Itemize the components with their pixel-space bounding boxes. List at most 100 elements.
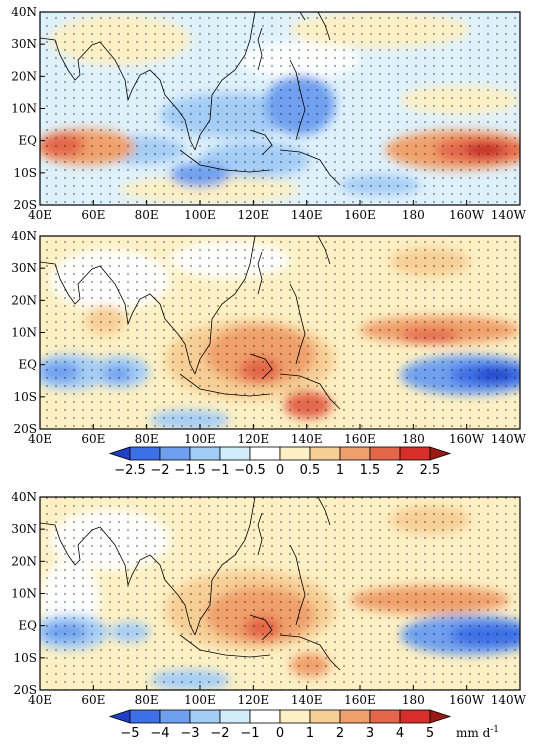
colorbar-tick-label: −3 (180, 726, 199, 741)
lon-tick-label: 160E (344, 432, 376, 446)
lon-tick-label: 120E (237, 432, 269, 446)
lon-tick-label: 140W (491, 208, 527, 222)
lon-tick-label: 140E (291, 432, 323, 446)
colorbar-tick-label: 2 (396, 463, 404, 478)
lat-tick-label: 20N (11, 293, 37, 307)
lon-tick-label: 80E (135, 432, 159, 446)
colorbar-box (129, 446, 161, 461)
lat-tick-label: 10S (14, 166, 38, 180)
colorbar-box (219, 446, 251, 461)
lon-tick-label: 160W (449, 208, 485, 222)
lat-tick-label: 10N (11, 326, 37, 340)
colorbar-tick-label: 1.5 (360, 463, 381, 478)
colorbar-box (339, 709, 371, 724)
lat-tick-label: 10S (14, 390, 38, 404)
colorbar-tick-label: 1 (336, 463, 344, 478)
lat-tick-label: 40N (11, 490, 37, 504)
lat-tick-label: 40N (11, 5, 37, 19)
lon-tick-label: 40E (28, 693, 52, 707)
lat-tick-label: 20S (14, 683, 38, 697)
lon-tick-label: 80E (135, 208, 159, 222)
colorbar-tick-label: −2 (210, 726, 229, 741)
colorbar-tick-label: 4 (396, 726, 404, 741)
colorbar-unit: mm d-1 (456, 725, 499, 740)
lon-tick-label: 100E (184, 432, 216, 446)
colorbar-min-triangle (108, 446, 131, 461)
lon-tick-label: 160W (449, 693, 485, 707)
colorbar-tick-label: 5 (426, 726, 434, 741)
colorbar-box (249, 709, 281, 724)
colorbar-box (159, 709, 191, 724)
lon-tick-label: 160E (344, 693, 376, 707)
colorbar-max-triangle (429, 446, 452, 461)
coastline (40, 12, 341, 186)
lon-tick-label: 160E (344, 208, 376, 222)
colorbar-tick-label: −4 (150, 726, 169, 741)
colorbar-box (369, 446, 401, 461)
lat-tick-label: 20N (11, 69, 37, 83)
colorbar-tick-label: −0.5 (234, 463, 266, 478)
colorbar-box (219, 709, 251, 724)
lat-tick-label: 10S (14, 651, 38, 665)
colorbar-tick-label: 3 (366, 726, 374, 741)
lat-tick-label: 10N (11, 102, 37, 116)
colorbar-tick-label: −1 (210, 463, 229, 478)
colorbar-box (279, 709, 311, 724)
colorbar-bottom: −5 −4 −3 −2 −1 0 1 2 3 4 5 mm d-1 (108, 709, 499, 741)
lat-tick-label: 20S (14, 198, 38, 212)
lon-tick-label: 140E (291, 208, 323, 222)
colorbar-box (369, 709, 401, 724)
colorbar-tick-label: 2 (336, 726, 344, 741)
colorbar-box (399, 709, 431, 724)
map-panel-3 (39, 496, 521, 691)
colorbar-box (129, 709, 161, 724)
colorbar-tick-label: −2 (150, 463, 169, 478)
lon-tick-label: 100E (184, 693, 216, 707)
colorbar-tick-label: −1.5 (174, 463, 206, 478)
lon-tick-label: 60E (81, 208, 105, 222)
lat-tick-label: 20N (11, 554, 37, 568)
colorbar-box (309, 709, 341, 724)
colorbar-box (309, 446, 341, 461)
colorbar-tick-label: −1 (240, 726, 259, 741)
lat-tick-label: EQ (18, 134, 37, 148)
colorbar-box (399, 446, 431, 461)
lon-tick-label: 180 (402, 693, 425, 707)
lon-tick-label: 140W (491, 432, 527, 446)
lat-tick-label: 10N (11, 587, 37, 601)
lon-tick-label: 80E (135, 693, 159, 707)
coastline (40, 497, 341, 671)
colorbar-unit-superscript: -1 (490, 725, 499, 735)
colorbar-box (189, 709, 221, 724)
colorbar-min-triangle (108, 709, 131, 724)
colorbar-box (339, 446, 371, 461)
lon-tick-label: 140W (491, 693, 527, 707)
lon-tick-label: 180 (402, 432, 425, 446)
coastline (40, 236, 341, 410)
map-panel-2 (39, 235, 521, 430)
lon-tick-label: 120E (237, 693, 269, 707)
colorbar-box (279, 446, 311, 461)
colorbar-top: −2.5 −2 −1.5 −1 −0.5 0 0.5 1 1.5 2 2.5 (108, 446, 452, 478)
colorbar-tick-label: 0 (276, 726, 284, 741)
map-panel-1 (39, 11, 521, 206)
lon-tick-label: 120E (237, 208, 269, 222)
colorbar-max-triangle (429, 709, 452, 724)
lat-tick-label: 40N (11, 229, 37, 243)
colorbar-box (189, 446, 221, 461)
lat-tick-label: 30N (11, 261, 37, 275)
lon-tick-label: 160W (449, 432, 485, 446)
colorbar-tick-label: 0.5 (300, 463, 321, 478)
lon-tick-label: 40E (28, 208, 52, 222)
lat-tick-label: EQ (18, 358, 37, 372)
lon-tick-label: 140E (291, 693, 323, 707)
lat-tick-label: 30N (11, 37, 37, 51)
lon-tick-label: 100E (184, 208, 216, 222)
lon-tick-label: 60E (81, 432, 105, 446)
colorbar-box (249, 446, 281, 461)
colorbar-tick-label: 2.5 (420, 463, 441, 478)
colorbar-tick-label: 1 (306, 726, 314, 741)
colorbar-tick-label: −2.5 (114, 463, 146, 478)
lon-tick-label: 60E (81, 693, 105, 707)
